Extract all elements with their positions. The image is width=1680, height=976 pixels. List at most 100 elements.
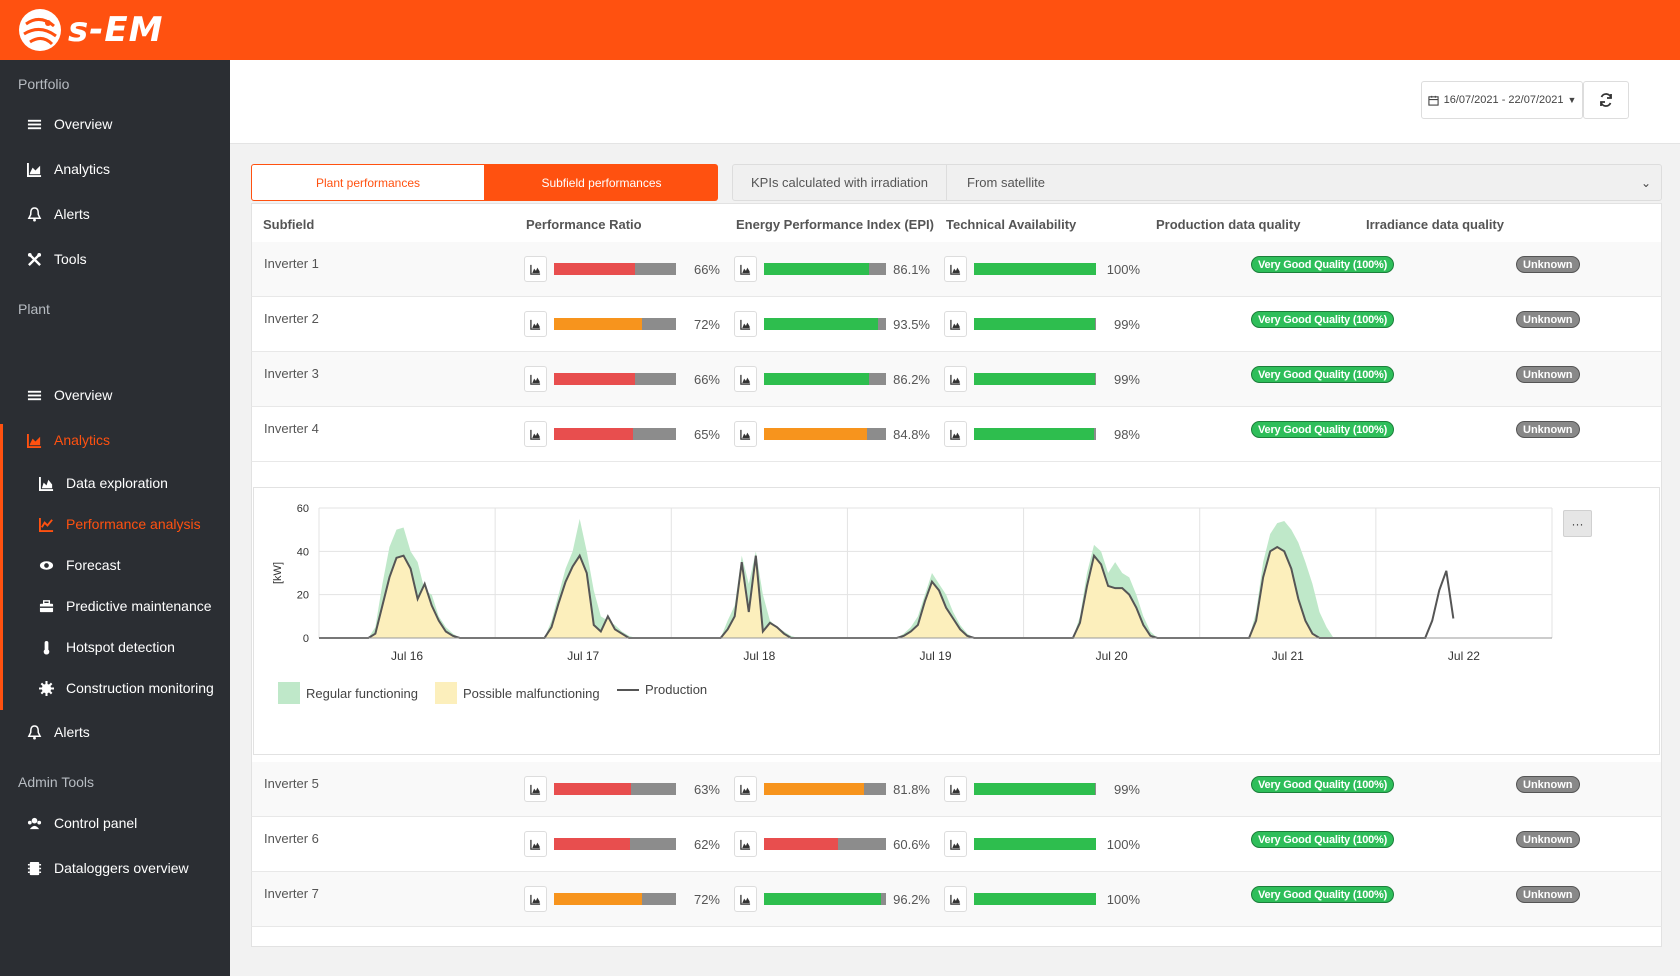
epi-metric: 86.2% [734,366,930,392]
sidebar-item-label: Construction monitoring [66,680,214,696]
show-chart-button[interactable] [524,311,547,337]
legend-label: Regular functioning [306,685,419,701]
epi-metric: 81.8% [734,776,930,802]
epi-metric: 84.8% [734,421,930,447]
sidebar-item-hotspot-detection[interactable]: Hotspot detection [0,627,230,667]
area-chart-icon [530,429,541,440]
epi-progress-bar [764,783,886,795]
sidebar-item-plant-analytics[interactable]: Analytics [0,420,230,460]
sidebar-item-label: Overview [54,387,113,403]
irradiance-quality-badge: Unknown [1516,256,1580,273]
legend-swatch [278,682,300,704]
ta-value: 99% [1113,781,1140,797]
table-row[interactable]: Inverter 2 72% 93.5% 99% Very Good Quality (… [251,297,1662,352]
show-chart-button[interactable] [734,776,757,802]
ta-progress-bar [974,783,1096,795]
epi-metric: 93.5% [734,311,930,337]
area-chart-icon [740,374,751,385]
sidebar-item-dataloggers-overview[interactable]: Dataloggers overview [0,848,230,888]
show-chart-button[interactable] [524,256,547,282]
x-tick-label: Jul 21 [1272,649,1304,663]
pr-progress-bar [554,838,676,850]
pr-progress-fill [554,318,642,330]
sidebar-item-forecast[interactable]: Forecast [0,545,230,585]
show-chart-button[interactable] [944,311,967,337]
show-chart-button[interactable] [524,776,547,802]
sidebar-item-label: Dataloggers overview [54,860,189,876]
epi-progress-fill [764,373,870,385]
brand-logo[interactable]: s-EM [16,6,163,54]
epi-value: 96.2% [893,891,930,907]
epi-value: 86.1% [893,261,930,277]
legend-item[interactable]: Possible malfunctioning [435,682,600,704]
ta-progress-bar [974,373,1096,385]
sidebar-item-construction-monitoring[interactable]: Construction monitoring [0,668,230,708]
pr-metric: 72% [524,311,720,337]
sidebar-item-portfolio-tools[interactable]: Tools [0,239,230,279]
date-range-picker[interactable]: 16/07/2021 - 22/07/2021 ▼ [1421,81,1583,119]
table-row[interactable]: Inverter 7 72% 96.2% 100% Very Good Quality … [251,872,1662,927]
show-chart-button[interactable] [944,256,967,282]
sidebar-item-predictive-maintenance[interactable]: Predictive maintenance [0,586,230,626]
ta-progress-bar [974,263,1096,275]
area-chart-icon [740,264,751,275]
show-chart-button[interactable] [734,886,757,912]
tab-subfield-performances[interactable]: Subfield performances [485,164,718,201]
table-row[interactable]: Inverter 6 62% 60.6% 100% Very Good Quality … [251,817,1662,872]
show-chart-button[interactable] [524,831,547,857]
main-content: 16/07/2021 - 22/07/2021 ▼ Plant performa… [230,60,1680,976]
sidebar-item-label: Data exploration [66,475,168,491]
show-chart-button[interactable] [944,776,967,802]
top-bar: s-EM [0,0,1680,60]
ta-progress-fill [974,783,1095,795]
table-row[interactable]: Inverter 4 65% 84.8% 98% Very Good Quality (… [251,407,1662,462]
legend-item[interactable]: Regular functioning [278,682,418,704]
sidebar-item-portfolio-alerts[interactable]: Alerts [0,194,230,234]
show-chart-button[interactable] [944,886,967,912]
table-row[interactable]: Inverter 3 66% 86.2% 99% Very Good Quality (… [251,352,1662,407]
show-chart-button[interactable] [944,831,967,857]
table-row[interactable]: Inverter 1 66% 86.1% 100% Very Good Quality … [251,242,1662,297]
area-chart-icon [950,264,961,275]
show-chart-button[interactable] [734,311,757,337]
sidebar-item-performance-analysis[interactable]: Performance analysis [0,504,230,544]
kpi-select-label: KPIs calculated with irradiation [733,165,947,200]
sidebar-item-plant-alerts[interactable]: Alerts [0,712,230,752]
table-row[interactable]: Inverter 5 63% 81.8% 99% Very Good Quality (… [251,762,1662,817]
show-chart-button[interactable] [734,421,757,447]
sidebar-item-control-panel[interactable]: Control panel [0,803,230,843]
production-quality-badge: Very Good Quality (100%) [1251,311,1395,328]
legend-item[interactable]: Production [617,682,707,697]
show-chart-button[interactable] [524,421,547,447]
sidebar-item-plant-overview[interactable]: Overview [0,375,230,415]
ta-progress-bar [974,893,1096,905]
area-chart-icon [740,319,751,330]
show-chart-button[interactable] [524,886,547,912]
kpi-select-dropdown[interactable]: From satellite ⌄ [947,165,1661,200]
show-chart-button[interactable] [734,256,757,282]
chart-menu-button[interactable]: ··· [1563,510,1592,537]
show-chart-button[interactable] [944,366,967,392]
ta-metric: 99% [944,311,1140,337]
sidebar-item-portfolio-analytics[interactable]: Analytics [0,149,230,189]
caret-down-icon: ▼ [1567,95,1577,105]
sidebar-section-plant: Plant [18,301,50,317]
area-chart-icon [950,429,961,440]
production-quality-badge: Very Good Quality (100%) [1251,366,1395,383]
show-chart-button[interactable] [734,366,757,392]
sidebar-item-data-exploration[interactable]: Data exploration [0,463,230,503]
show-chart-button[interactable] [944,421,967,447]
area-chart-icon [950,374,961,385]
pr-progress-bar [554,263,676,275]
sidebar-item-portfolio-overview[interactable]: Overview [0,104,230,144]
epi-progress-bar [764,263,886,275]
tab-plant-performances[interactable]: Plant performances [251,164,485,201]
show-chart-button[interactable] [734,831,757,857]
tools-icon [26,251,42,267]
pr-progress-fill [554,263,635,275]
show-chart-button[interactable] [524,366,547,392]
refresh-button[interactable] [1583,81,1629,119]
sidebar-section-admin: Admin Tools [18,774,95,790]
col-header-performance-ratio: Performance Ratio [526,216,642,232]
epi-progress-bar [764,318,886,330]
